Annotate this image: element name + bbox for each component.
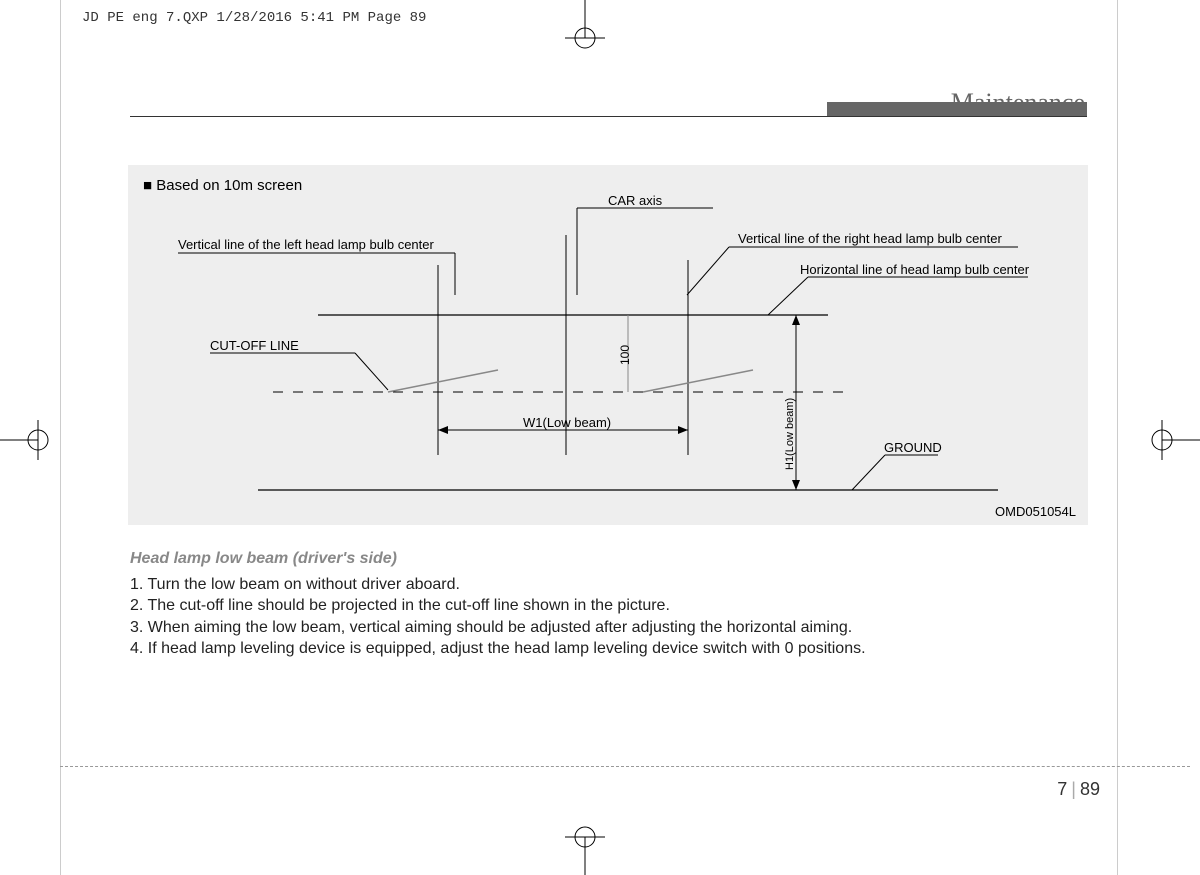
label-100: 100 <box>618 345 632 365</box>
crop-mark-bottom <box>555 815 615 875</box>
body-text: Head lamp low beam (driver's side) 1. Tu… <box>130 548 1085 660</box>
step-1: 1. Turn the low beam on without driver a… <box>130 574 1085 596</box>
label-vert-right: Vertical line of the right head lamp bul… <box>738 231 1002 246</box>
label-w1: W1(Low beam) <box>523 415 611 430</box>
title-underline <box>130 116 1087 117</box>
title-accent-bar <box>827 102 1087 116</box>
headlamp-diagram: ■ Based on 10m screen <box>128 165 1088 525</box>
step-4: 4. If head lamp leveling device is equip… <box>130 638 1085 660</box>
trim-line-right <box>1117 0 1118 875</box>
step-2: 2. The cut-off line should be projected … <box>130 595 1085 617</box>
subheading: Head lamp low beam (driver's side) <box>130 548 1085 570</box>
trim-line-left <box>60 0 61 875</box>
page-number: 7|89 <box>1057 779 1100 800</box>
label-h1: H1(Low beam) <box>784 398 796 470</box>
step-3: 3. When aiming the low beam, vertical ai… <box>130 617 1085 639</box>
crop-mark-left <box>0 410 60 470</box>
label-vert-left: Vertical line of the left head lamp bulb… <box>178 237 434 252</box>
figure-code: OMD051054L <box>995 504 1076 519</box>
crop-mark-top <box>555 0 615 60</box>
label-horiz: Horizontal line of head lamp bulb center <box>800 262 1029 277</box>
fold-line <box>60 766 1190 767</box>
label-cutoff: CUT-OFF LINE <box>210 338 299 353</box>
label-car-axis: CAR axis <box>608 193 662 208</box>
label-ground: GROUND <box>884 440 942 455</box>
print-header: JD PE eng 7.QXP 1/28/2016 5:41 PM Page 8… <box>82 10 426 26</box>
crop-mark-right <box>1140 410 1200 470</box>
